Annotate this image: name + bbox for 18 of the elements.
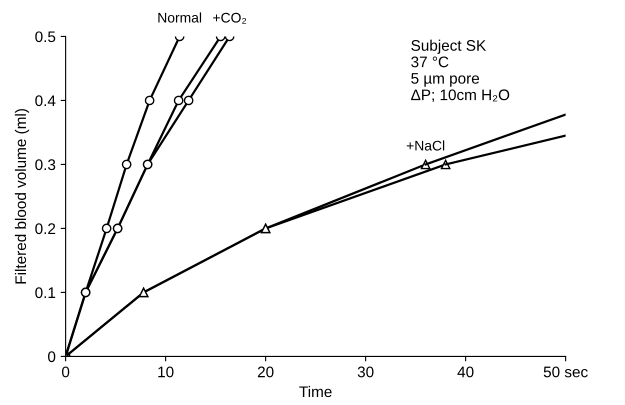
x-tick-label: 10	[158, 366, 174, 378]
y-tick-label: 0.1	[35, 287, 56, 298]
x-tick-label: 40	[457, 366, 474, 378]
y-tick-label: 0.4	[35, 95, 56, 106]
x-axis-title: Time	[299, 386, 332, 398]
y-tick-label: 0.5	[35, 31, 56, 42]
x-tick-label: 0	[62, 366, 70, 378]
annotation: +NaCl	[406, 140, 444, 151]
x-tick-label: 50 sec	[544, 366, 588, 378]
x-tick-label: 20	[258, 366, 274, 378]
y-tick-label: 0.3	[35, 159, 56, 170]
y-tick-label: 0.2	[35, 223, 56, 234]
y-axis-title: Filtered blood volume (ml)	[14, 109, 30, 284]
y-tick-label: 0	[48, 351, 56, 362]
annotation: +CO₂	[213, 12, 246, 24]
x-tick-label: 30	[358, 366, 374, 378]
annotation: Normal	[158, 12, 202, 23]
annotation: Subject SK 37 °C 5 µm pore ΔP; 10cm H₂O	[411, 40, 510, 102]
